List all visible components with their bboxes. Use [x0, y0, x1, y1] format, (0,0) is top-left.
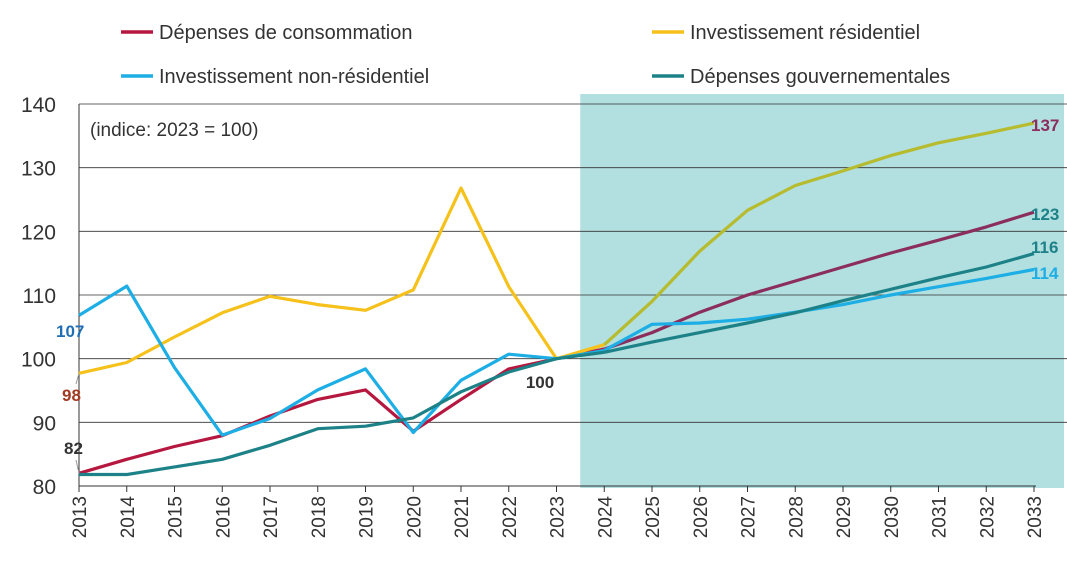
data-label: 137 — [1031, 116, 1059, 135]
y-tick-label: 80 — [33, 476, 56, 499]
x-tick-label: 2017 — [261, 496, 282, 538]
series-line-forecast-1 — [603, 121, 1035, 346]
y-tick-label: 100 — [21, 349, 56, 372]
x-tick-label: 2027 — [739, 496, 760, 538]
y-tick-label: 140 — [21, 94, 56, 117]
data-label: 82 — [64, 439, 83, 458]
label-leader — [75, 373, 80, 385]
forecast-region — [580, 94, 1064, 488]
x-tick-label: 2026 — [691, 496, 712, 538]
series-line-history-2 — [78, 284, 605, 437]
x-tick-label: 2032 — [977, 496, 998, 538]
data-label: 114 — [1031, 264, 1059, 283]
x-tick-label: 2020 — [404, 496, 425, 538]
y-tick-label: 120 — [21, 221, 56, 244]
series-line-forecast-3 — [603, 252, 1035, 354]
x-tick-label: 2025 — [643, 496, 664, 538]
legend-label: Dépenses de consommation — [159, 22, 412, 44]
x-tick-label: 2018 — [309, 496, 330, 538]
data-label: 107 — [56, 322, 84, 341]
data-label: 123 — [1031, 205, 1059, 224]
y-tick-label: 130 — [21, 158, 56, 181]
x-tick-label: 2023 — [548, 496, 569, 538]
axes: 80 90 100 110 120 130 140 2013 2014 2015 2016 2017 2… — [21, 94, 1046, 538]
x-tick-label: 2019 — [357, 496, 378, 538]
x-tick-label: 2024 — [595, 496, 616, 539]
x-tick-label: 2015 — [166, 496, 187, 538]
data-label: 98 — [62, 386, 81, 405]
x-tick-label: 2031 — [930, 496, 951, 538]
x-tick-label: 2029 — [834, 496, 855, 538]
x-tick-label: 2033 — [1025, 496, 1046, 538]
legend-label: Dépenses gouvernementales — [690, 66, 950, 88]
legend-label: Investissement résidentiel — [690, 22, 920, 44]
index-note: (indice: 2023 = 100) — [90, 120, 258, 141]
series-line-history-0 — [78, 347, 605, 475]
x-tick-label: 2030 — [882, 496, 903, 538]
data-labels: 107 98 82 100 137 123 116 114 — [56, 116, 1059, 474]
series-lines — [78, 121, 1035, 477]
gridlines — [79, 103, 1067, 423]
forecast-shading — [580, 94, 1064, 488]
label-leader — [75, 459, 80, 474]
y-tick-label: 110 — [23, 285, 56, 308]
y-tick-label: 90 — [33, 412, 56, 435]
legend: Dépenses de consommation Investissement r… — [121, 22, 950, 88]
x-tick-label: 2022 — [500, 496, 521, 538]
series-line-history-3 — [79, 350, 605, 477]
x-tick-label: 2013 — [70, 496, 91, 538]
series-line-history-1 — [78, 186, 605, 375]
data-label: 100 — [526, 373, 554, 392]
x-tick-label: 2014 — [118, 496, 139, 539]
x-tick-label: 2016 — [213, 496, 234, 538]
data-label: 116 — [1031, 238, 1058, 257]
legend-label: Investissement non-résidentiel — [159, 66, 429, 88]
x-tick-label: 2028 — [786, 496, 807, 538]
x-tick-label: 2021 — [452, 496, 473, 538]
